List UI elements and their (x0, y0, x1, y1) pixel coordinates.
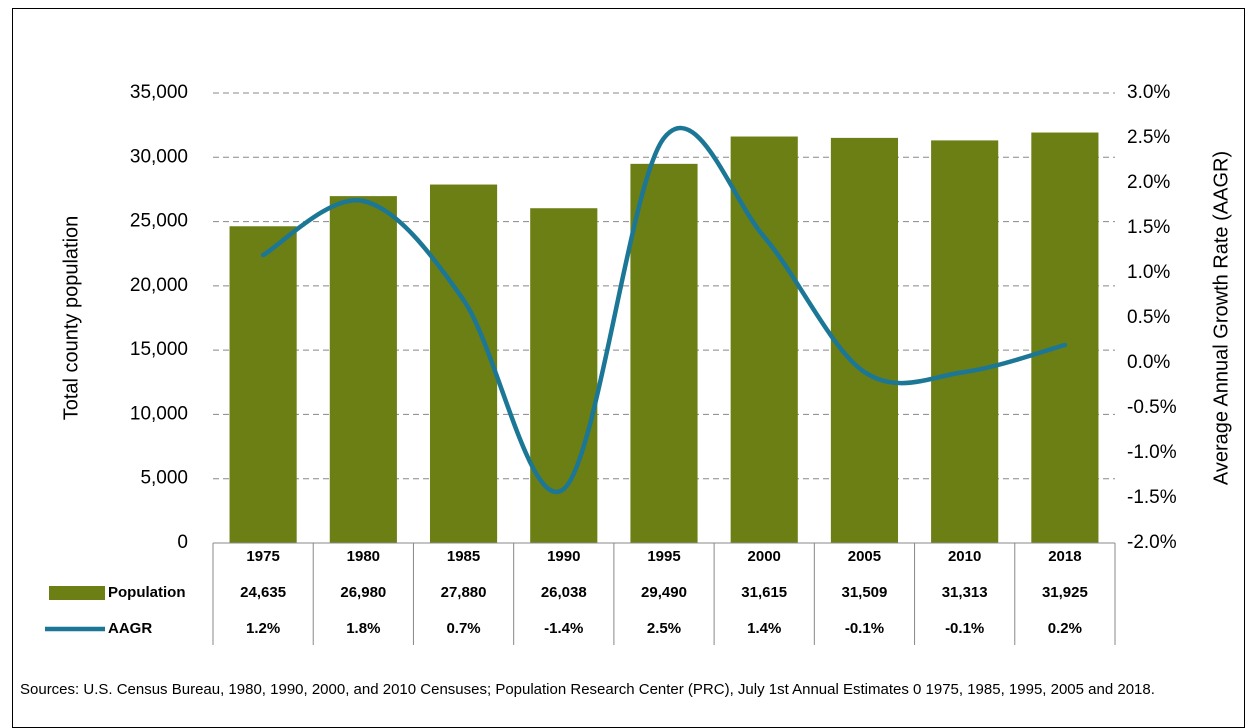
x-tick-label: 2005 (848, 548, 881, 565)
data-label: 27,880 (441, 584, 487, 601)
y-tick-label: 10,000 (130, 403, 188, 424)
y2-tick-label: 1.5% (1127, 217, 1170, 238)
data-label: 26,038 (541, 584, 587, 601)
bar (329, 196, 397, 543)
y2-axis-title: Average Annual Growth Rate (AAGR) (1210, 151, 1232, 485)
legend-label: AAGR (108, 620, 152, 637)
data-label: 1.2% (246, 620, 280, 637)
y2-tick-label: 2.5% (1127, 127, 1170, 148)
source-note: Sources: U.S. Census Bureau, 1980, 1990,… (20, 681, 1155, 698)
bar (429, 184, 498, 544)
y2-tick-label: -0.5% (1127, 397, 1177, 418)
x-tick-label: 2018 (1048, 548, 1081, 565)
data-label: 24,635 (240, 584, 286, 601)
x-tick-label: 2010 (948, 548, 981, 565)
data-label: 2.5% (647, 620, 681, 637)
bar (229, 226, 297, 543)
bar (931, 140, 999, 543)
y2-tick-label: 2.0% (1127, 172, 1170, 193)
x-tick-label: 1975 (246, 548, 279, 565)
y-axis-title: Total county population (60, 216, 82, 421)
x-tick-label: 1995 (647, 548, 680, 565)
data-label: 31,509 (841, 584, 887, 601)
bar (530, 208, 598, 543)
y2-tick-label: 0.5% (1127, 307, 1170, 328)
data-label: 31,615 (741, 584, 787, 601)
y-tick-label: 15,000 (130, 339, 188, 360)
legend-label: Population (108, 584, 186, 601)
x-tick-label: 2000 (748, 548, 781, 565)
y-tick-label: 5,000 (140, 468, 188, 489)
data-label: 31,925 (1042, 584, 1088, 601)
y-tick-label: 25,000 (130, 211, 188, 232)
y2-tick-label: -1.5% (1127, 487, 1177, 508)
bar (1031, 132, 1099, 544)
y2-tick-label: 3.0% (1127, 82, 1170, 103)
legend-swatch (49, 586, 105, 600)
data-label: -1.4% (544, 620, 583, 637)
data-label: -0.1% (945, 620, 984, 637)
data-label: 0.7% (446, 620, 480, 637)
bar (830, 137, 899, 544)
data-label: 1.8% (346, 620, 380, 637)
data-label: 31,313 (942, 584, 988, 601)
y2-tick-label: 1.0% (1127, 262, 1170, 283)
data-label: 26,980 (340, 584, 386, 601)
y-tick-label: 20,000 (130, 275, 188, 296)
x-tick-label: 1985 (447, 548, 480, 565)
x-tick-label: 1990 (547, 548, 580, 565)
y2-tick-label: 0.0% (1127, 352, 1170, 373)
y-tick-label: 0 (177, 532, 188, 553)
line (260, 126, 1068, 495)
y-tick-label: 35,000 (130, 82, 188, 103)
data-label: 1.4% (747, 620, 781, 637)
data-label: 29,490 (641, 584, 687, 601)
data-label: -0.1% (845, 620, 884, 637)
data-label: 0.2% (1048, 620, 1082, 637)
y2-tick-label: -2.0% (1127, 532, 1177, 553)
y2-tick-label: -1.0% (1127, 442, 1177, 463)
x-tick-label: 1980 (347, 548, 380, 565)
y-tick-label: 30,000 (130, 146, 188, 167)
bar (630, 163, 698, 544)
